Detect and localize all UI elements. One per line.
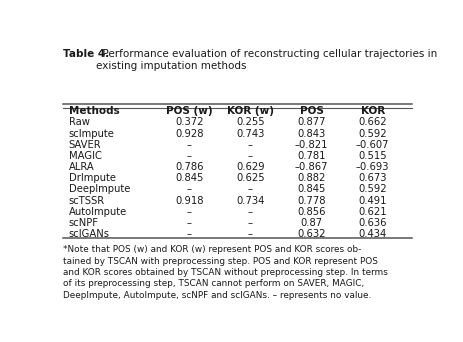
Text: AutoImpute: AutoImpute [69,207,127,217]
Text: 0.781: 0.781 [297,151,325,161]
Text: 0.778: 0.778 [297,196,325,206]
Text: 0.592: 0.592 [357,184,386,195]
Text: KOR (w): KOR (w) [226,106,273,116]
Text: 0.629: 0.629 [236,162,264,172]
Text: DeepImpute: DeepImpute [69,184,130,195]
Text: 0.673: 0.673 [357,173,386,183]
Text: 0.882: 0.882 [297,173,325,183]
Text: –: – [247,218,252,228]
Text: 0.845: 0.845 [175,173,203,183]
Text: *Note that POS (w) and KOR (w) represent POS and KOR scores ob-
tained by TSCAN : *Note that POS (w) and KOR (w) represent… [63,245,388,300]
Text: scImpute: scImpute [69,129,114,139]
Text: 0.743: 0.743 [236,129,264,139]
Text: –: – [186,229,191,239]
Text: –: – [247,140,252,150]
Text: Methods: Methods [69,106,119,116]
Text: –0.867: –0.867 [294,162,327,172]
Text: 0.592: 0.592 [357,129,386,139]
Text: –: – [186,140,191,150]
Text: –: – [186,184,191,195]
Text: –0.693: –0.693 [355,162,388,172]
Text: ALRA: ALRA [69,162,94,172]
Text: 0.856: 0.856 [297,207,325,217]
Text: 0.786: 0.786 [175,162,203,172]
Text: SAVER: SAVER [69,140,101,150]
Text: –: – [186,151,191,161]
Text: 0.255: 0.255 [236,117,264,127]
Text: –0.607: –0.607 [355,140,388,150]
Text: –: – [247,184,252,195]
Text: 0.877: 0.877 [297,117,325,127]
Text: scIGANs: scIGANs [69,229,110,239]
Text: 0.491: 0.491 [357,196,386,206]
Text: KOR: KOR [360,106,384,116]
Text: –: – [247,207,252,217]
Text: Raw: Raw [69,117,89,127]
Text: 0.515: 0.515 [357,151,386,161]
Text: 0.636: 0.636 [357,218,386,228]
Text: Performance evaluation of reconstructing cellular trajectories in
existing imput: Performance evaluation of reconstructing… [96,49,437,70]
Text: 0.928: 0.928 [175,129,203,139]
Text: POS (w): POS (w) [166,106,212,116]
Text: 0.845: 0.845 [297,184,325,195]
Text: –0.821: –0.821 [294,140,327,150]
Text: MAGIC: MAGIC [69,151,101,161]
Text: 0.434: 0.434 [358,229,386,239]
Text: 0.918: 0.918 [175,196,203,206]
Text: 0.372: 0.372 [175,117,203,127]
Text: scTSSR: scTSSR [69,196,105,206]
Text: –: – [186,218,191,228]
Text: POS: POS [299,106,323,116]
Text: 0.632: 0.632 [297,229,325,239]
Text: 0.621: 0.621 [357,207,386,217]
Text: DrImpute: DrImpute [69,173,116,183]
Text: 0.87: 0.87 [300,218,322,228]
Text: Table 4.: Table 4. [63,49,109,59]
Text: scNPF: scNPF [69,218,99,228]
Text: –: – [247,151,252,161]
Text: –: – [186,207,191,217]
Text: –: – [247,229,252,239]
Text: 0.625: 0.625 [236,173,264,183]
Text: 0.662: 0.662 [357,117,386,127]
Text: 0.734: 0.734 [236,196,264,206]
Text: 0.843: 0.843 [297,129,325,139]
